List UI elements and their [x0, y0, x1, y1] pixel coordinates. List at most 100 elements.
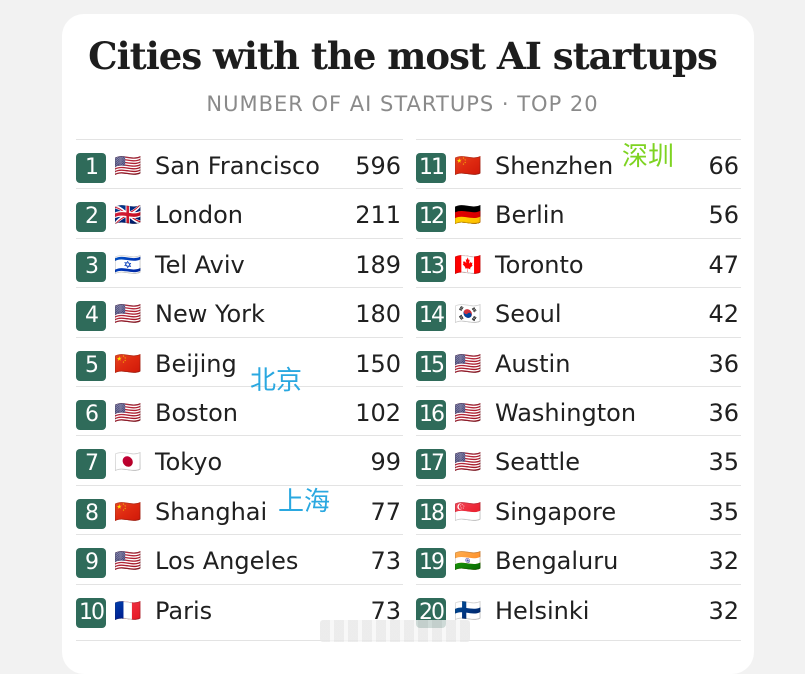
watermark [320, 620, 470, 642]
city-name: Shenzhen [495, 152, 614, 180]
ranking-column-left: 1 🇺🇸 San Francisco 596 2 🇬🇧 London 211 3 🇮🇱 Tel Av… [76, 139, 403, 633]
rank-badge: 18 [416, 498, 446, 529]
startup-count: 36 [708, 349, 739, 378]
chart-title: Cities with the most AI startups [88, 34, 718, 78]
city-name: Tokyo [155, 448, 223, 477]
table-row: 15 🇺🇸 Austin 36 [416, 336, 741, 386]
flag-icon: 🇨🇳 [114, 351, 142, 377]
flag-icon: 🇺🇸 [454, 400, 482, 426]
flag-icon: 🇯🇵 [114, 450, 142, 476]
flag-icon: 🇫🇷 [114, 598, 142, 624]
flag-icon: 🇨🇳 [454, 154, 482, 179]
rank-badge: 8 [76, 498, 106, 529]
rank-badge: 13 [416, 251, 446, 282]
rank-badge: 15 [416, 350, 446, 381]
table-row: 9 🇺🇸 Los Angeles 73 [76, 534, 403, 583]
startup-count: 180 [355, 300, 401, 329]
table-row: 1 🇺🇸 San Francisco 596 [76, 139, 403, 188]
ranking-column-right: 11 🇨🇳 Shenzhen 66 12 🇩🇪 Berlin 56 13 🇨🇦 Toronto 47 1… [416, 139, 741, 633]
table-row: 17 🇺🇸 Seattle 35 [416, 435, 741, 484]
city-name: Beijing [155, 349, 237, 378]
chart-subtitle: NUMBER OF AI STARTUPS · TOP 20 [206, 92, 599, 116]
city-name: Shanghai [155, 497, 268, 526]
table-row: 2 🇬🇧 London 211 [76, 188, 403, 237]
table-row: 6 🇺🇸 Boston 102 [76, 385, 403, 435]
flag-icon: 🇺🇸 [114, 154, 142, 179]
startup-count: 189 [355, 250, 401, 279]
city-name: Toronto [495, 250, 584, 279]
table-row: 8 🇨🇳 Shanghai 77 [76, 484, 403, 534]
rank-badge: 19 [416, 548, 446, 579]
rank-badge: 10 [76, 597, 106, 628]
table-row: 18 🇸🇬 Singapore 35 [416, 484, 741, 534]
city-name: New York [155, 300, 265, 329]
table-row: 5 🇨🇳 Beijing 150 [76, 336, 403, 386]
table-row: 7 🇯🇵 Tokyo 99 [76, 435, 403, 484]
flag-icon: 🇫🇮 [454, 598, 482, 624]
startup-count: 56 [708, 201, 739, 230]
flag-icon: 🇬🇧 [114, 203, 142, 229]
startup-count: 35 [708, 497, 739, 526]
startup-count: 99 [370, 448, 401, 477]
startup-count: 47 [708, 250, 739, 279]
startup-count: 35 [708, 448, 739, 477]
rank-badge: 4 [76, 301, 106, 332]
flag-icon: 🇮🇳 [454, 549, 482, 575]
chart-card [62, 14, 754, 674]
table-row: 10 🇫🇷 Paris 73 [76, 583, 403, 633]
annotation-shanghai: 上海 [278, 487, 331, 517]
city-name: Bengaluru [495, 547, 619, 576]
rank-badge: 12 [416, 202, 446, 233]
flag-icon: 🇰🇷 [454, 302, 482, 328]
rank-badge: 17 [416, 449, 446, 480]
startup-count: 73 [370, 547, 401, 576]
rank-badge: 11 [416, 153, 446, 183]
city-name: Austin [495, 349, 571, 378]
startup-count: 150 [355, 349, 401, 378]
city-name: Helsinki [495, 596, 590, 625]
rank-badge: 5 [76, 350, 106, 381]
startup-count: 596 [355, 152, 401, 180]
flag-icon: 🇺🇸 [454, 351, 482, 377]
annotation-shenzhen: 深圳 [622, 142, 675, 172]
flag-icon: 🇺🇸 [454, 450, 482, 476]
rank-badge: 9 [76, 548, 106, 579]
city-name: Seattle [495, 448, 580, 477]
table-row: 16 🇺🇸 Washington 36 [416, 385, 741, 435]
flag-icon: 🇮🇱 [114, 252, 142, 278]
city-name: Berlin [495, 201, 565, 230]
city-name: Singapore [495, 497, 617, 526]
rank-badge: 7 [76, 449, 106, 480]
table-row: 14 🇰🇷 Seoul 42 [416, 287, 741, 336]
flag-icon: 🇨🇦 [454, 252, 482, 278]
startup-count: 77 [370, 497, 401, 526]
table-row: 12 🇩🇪 Berlin 56 [416, 188, 741, 237]
startup-count: 66 [708, 152, 739, 180]
rank-badge: 1 [76, 153, 106, 183]
table-row: 19 🇮🇳 Bengaluru 32 [416, 534, 741, 583]
city-name: Los Angeles [155, 547, 299, 576]
flag-icon: 🇩🇪 [454, 203, 482, 229]
rank-badge: 6 [76, 399, 106, 430]
flag-icon: 🇺🇸 [114, 302, 142, 328]
startup-count: 102 [355, 398, 401, 427]
flag-icon: 🇸🇬 [454, 499, 482, 525]
rank-badge: 3 [76, 251, 106, 282]
flag-icon: 🇨🇳 [114, 499, 142, 525]
startup-count: 73 [370, 596, 401, 625]
rank-badge: 14 [416, 301, 446, 332]
startup-count: 211 [355, 201, 401, 230]
rank-badge: 2 [76, 202, 106, 233]
startup-count: 42 [708, 300, 739, 329]
annotation-beijing: 北京 [250, 366, 303, 396]
table-row: 3 🇮🇱 Tel Aviv 189 [76, 237, 403, 287]
startup-count: 32 [708, 596, 739, 625]
city-name: Washington [495, 398, 637, 427]
city-name: Paris [155, 596, 213, 625]
startup-count: 32 [708, 547, 739, 576]
table-row: 11 🇨🇳 Shenzhen 66 [416, 139, 741, 188]
rank-badge: 16 [416, 399, 446, 430]
flag-icon: 🇺🇸 [114, 549, 142, 575]
city-name: Boston [155, 398, 238, 427]
flag-icon: 🇺🇸 [114, 400, 142, 426]
